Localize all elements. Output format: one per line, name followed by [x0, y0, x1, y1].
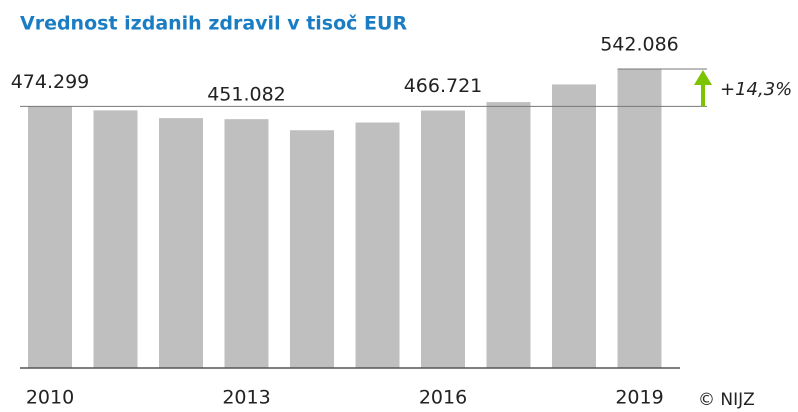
- value-label: 542.086: [600, 33, 679, 55]
- bar: [421, 110, 465, 369]
- bar: [224, 119, 269, 368]
- change-arrow-head: [694, 69, 712, 85]
- bar: [93, 110, 138, 368]
- x-tick-label: 2013: [222, 387, 270, 409]
- x-tick-label: 2016: [419, 387, 467, 409]
- bar: [159, 118, 203, 368]
- bar: [28, 106, 72, 368]
- x-tick-label: 2010: [26, 387, 74, 409]
- source: © NIJZ: [698, 390, 755, 410]
- value-label: 474.299: [11, 71, 90, 93]
- bar: [486, 102, 531, 368]
- x-tick-label: 2019: [615, 387, 663, 409]
- bar: [355, 122, 400, 368]
- value-label: 466.721: [404, 75, 483, 97]
- chart-title: Vrednost izdanih zdravil v tisoč EUR: [20, 13, 407, 35]
- value-label: 451.082: [207, 84, 286, 106]
- bar: [290, 130, 334, 368]
- bar: [617, 68, 662, 369]
- bar: [552, 84, 596, 369]
- annotation: +14,3%: [720, 79, 792, 100]
